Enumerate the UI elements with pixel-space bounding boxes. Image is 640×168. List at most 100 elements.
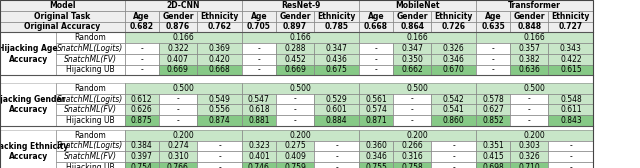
Bar <box>548 54 593 65</box>
Bar <box>359 130 476 141</box>
Bar <box>242 0 359 11</box>
Bar <box>159 43 197 54</box>
Bar <box>197 151 242 162</box>
Bar <box>0 0 125 11</box>
Bar <box>125 83 242 94</box>
Bar <box>431 104 476 115</box>
Bar <box>314 11 359 22</box>
Bar <box>393 141 431 151</box>
Bar <box>510 65 548 75</box>
Bar <box>548 11 593 22</box>
Bar <box>242 94 276 104</box>
Bar <box>431 141 476 151</box>
Bar <box>56 54 125 65</box>
Bar <box>431 94 476 104</box>
Bar <box>476 65 510 75</box>
Bar <box>0 22 125 32</box>
Bar <box>431 162 476 168</box>
Bar <box>359 54 393 65</box>
Bar <box>242 141 276 151</box>
Bar <box>359 94 393 104</box>
Text: 0.200: 0.200 <box>407 131 428 140</box>
Bar <box>197 94 242 104</box>
Bar <box>56 83 125 94</box>
Text: -: - <box>140 44 143 53</box>
Bar <box>476 162 510 168</box>
Bar <box>159 141 197 151</box>
Text: 0.561: 0.561 <box>365 95 387 104</box>
Bar <box>393 115 431 126</box>
Bar <box>159 94 197 104</box>
Text: Hijacking Age
Accuracy: Hijacking Age Accuracy <box>0 44 58 64</box>
Text: 0.698: 0.698 <box>483 163 504 168</box>
Bar <box>125 65 159 75</box>
Bar <box>197 115 242 126</box>
Bar <box>548 22 593 32</box>
Bar <box>476 54 510 65</box>
Bar <box>510 22 548 32</box>
Text: 0.549: 0.549 <box>209 95 230 104</box>
Text: 0.409: 0.409 <box>284 152 306 161</box>
Bar <box>393 11 431 22</box>
Text: 0.611: 0.611 <box>560 105 582 114</box>
Text: 0.346: 0.346 <box>443 55 465 64</box>
Text: 0.547: 0.547 <box>248 95 270 104</box>
Bar <box>56 32 125 43</box>
Bar <box>359 83 476 94</box>
Bar <box>276 65 314 75</box>
Bar <box>242 54 276 65</box>
Text: 0.166: 0.166 <box>173 33 194 42</box>
Text: -: - <box>257 66 260 74</box>
Bar <box>393 43 431 54</box>
Bar <box>276 151 314 162</box>
Text: -: - <box>452 163 455 168</box>
Text: -: - <box>528 95 531 104</box>
Bar <box>314 22 359 32</box>
Bar <box>56 130 125 141</box>
Text: Original Accuracy: Original Accuracy <box>24 22 100 31</box>
Bar <box>431 54 476 65</box>
Bar <box>159 43 197 54</box>
Bar <box>548 65 593 75</box>
Text: 0.166: 0.166 <box>524 33 545 42</box>
Bar <box>510 65 548 75</box>
Bar <box>242 94 276 104</box>
Bar <box>359 151 393 162</box>
Bar <box>159 141 197 151</box>
Text: 0.343: 0.343 <box>560 44 582 53</box>
Bar <box>314 141 359 151</box>
Text: 0.556: 0.556 <box>209 105 230 114</box>
Text: 0.548: 0.548 <box>560 95 582 104</box>
Bar <box>359 83 476 94</box>
Bar <box>359 162 393 168</box>
Bar <box>476 130 593 141</box>
Bar <box>242 130 359 141</box>
Bar <box>56 104 125 115</box>
Bar <box>56 43 125 54</box>
Bar <box>197 43 242 54</box>
Bar <box>56 65 125 75</box>
Bar <box>510 141 548 151</box>
Bar <box>476 43 510 54</box>
Bar <box>125 141 159 151</box>
Bar <box>548 43 593 54</box>
Text: 0.884: 0.884 <box>326 116 348 125</box>
Bar <box>159 104 197 115</box>
Text: -: - <box>335 141 338 150</box>
Bar <box>276 22 314 32</box>
Text: -: - <box>411 116 413 125</box>
Bar <box>125 54 159 65</box>
Bar <box>510 11 548 22</box>
Bar <box>242 22 276 32</box>
Bar <box>242 83 359 94</box>
Text: 0.864: 0.864 <box>400 22 424 31</box>
Bar <box>56 83 125 94</box>
Text: -: - <box>257 44 260 53</box>
Bar <box>56 104 125 115</box>
Bar <box>510 162 548 168</box>
Bar <box>548 115 593 126</box>
Bar <box>476 115 510 126</box>
Bar <box>125 115 159 126</box>
Text: 0.500: 0.500 <box>524 84 546 93</box>
Bar <box>476 151 510 162</box>
